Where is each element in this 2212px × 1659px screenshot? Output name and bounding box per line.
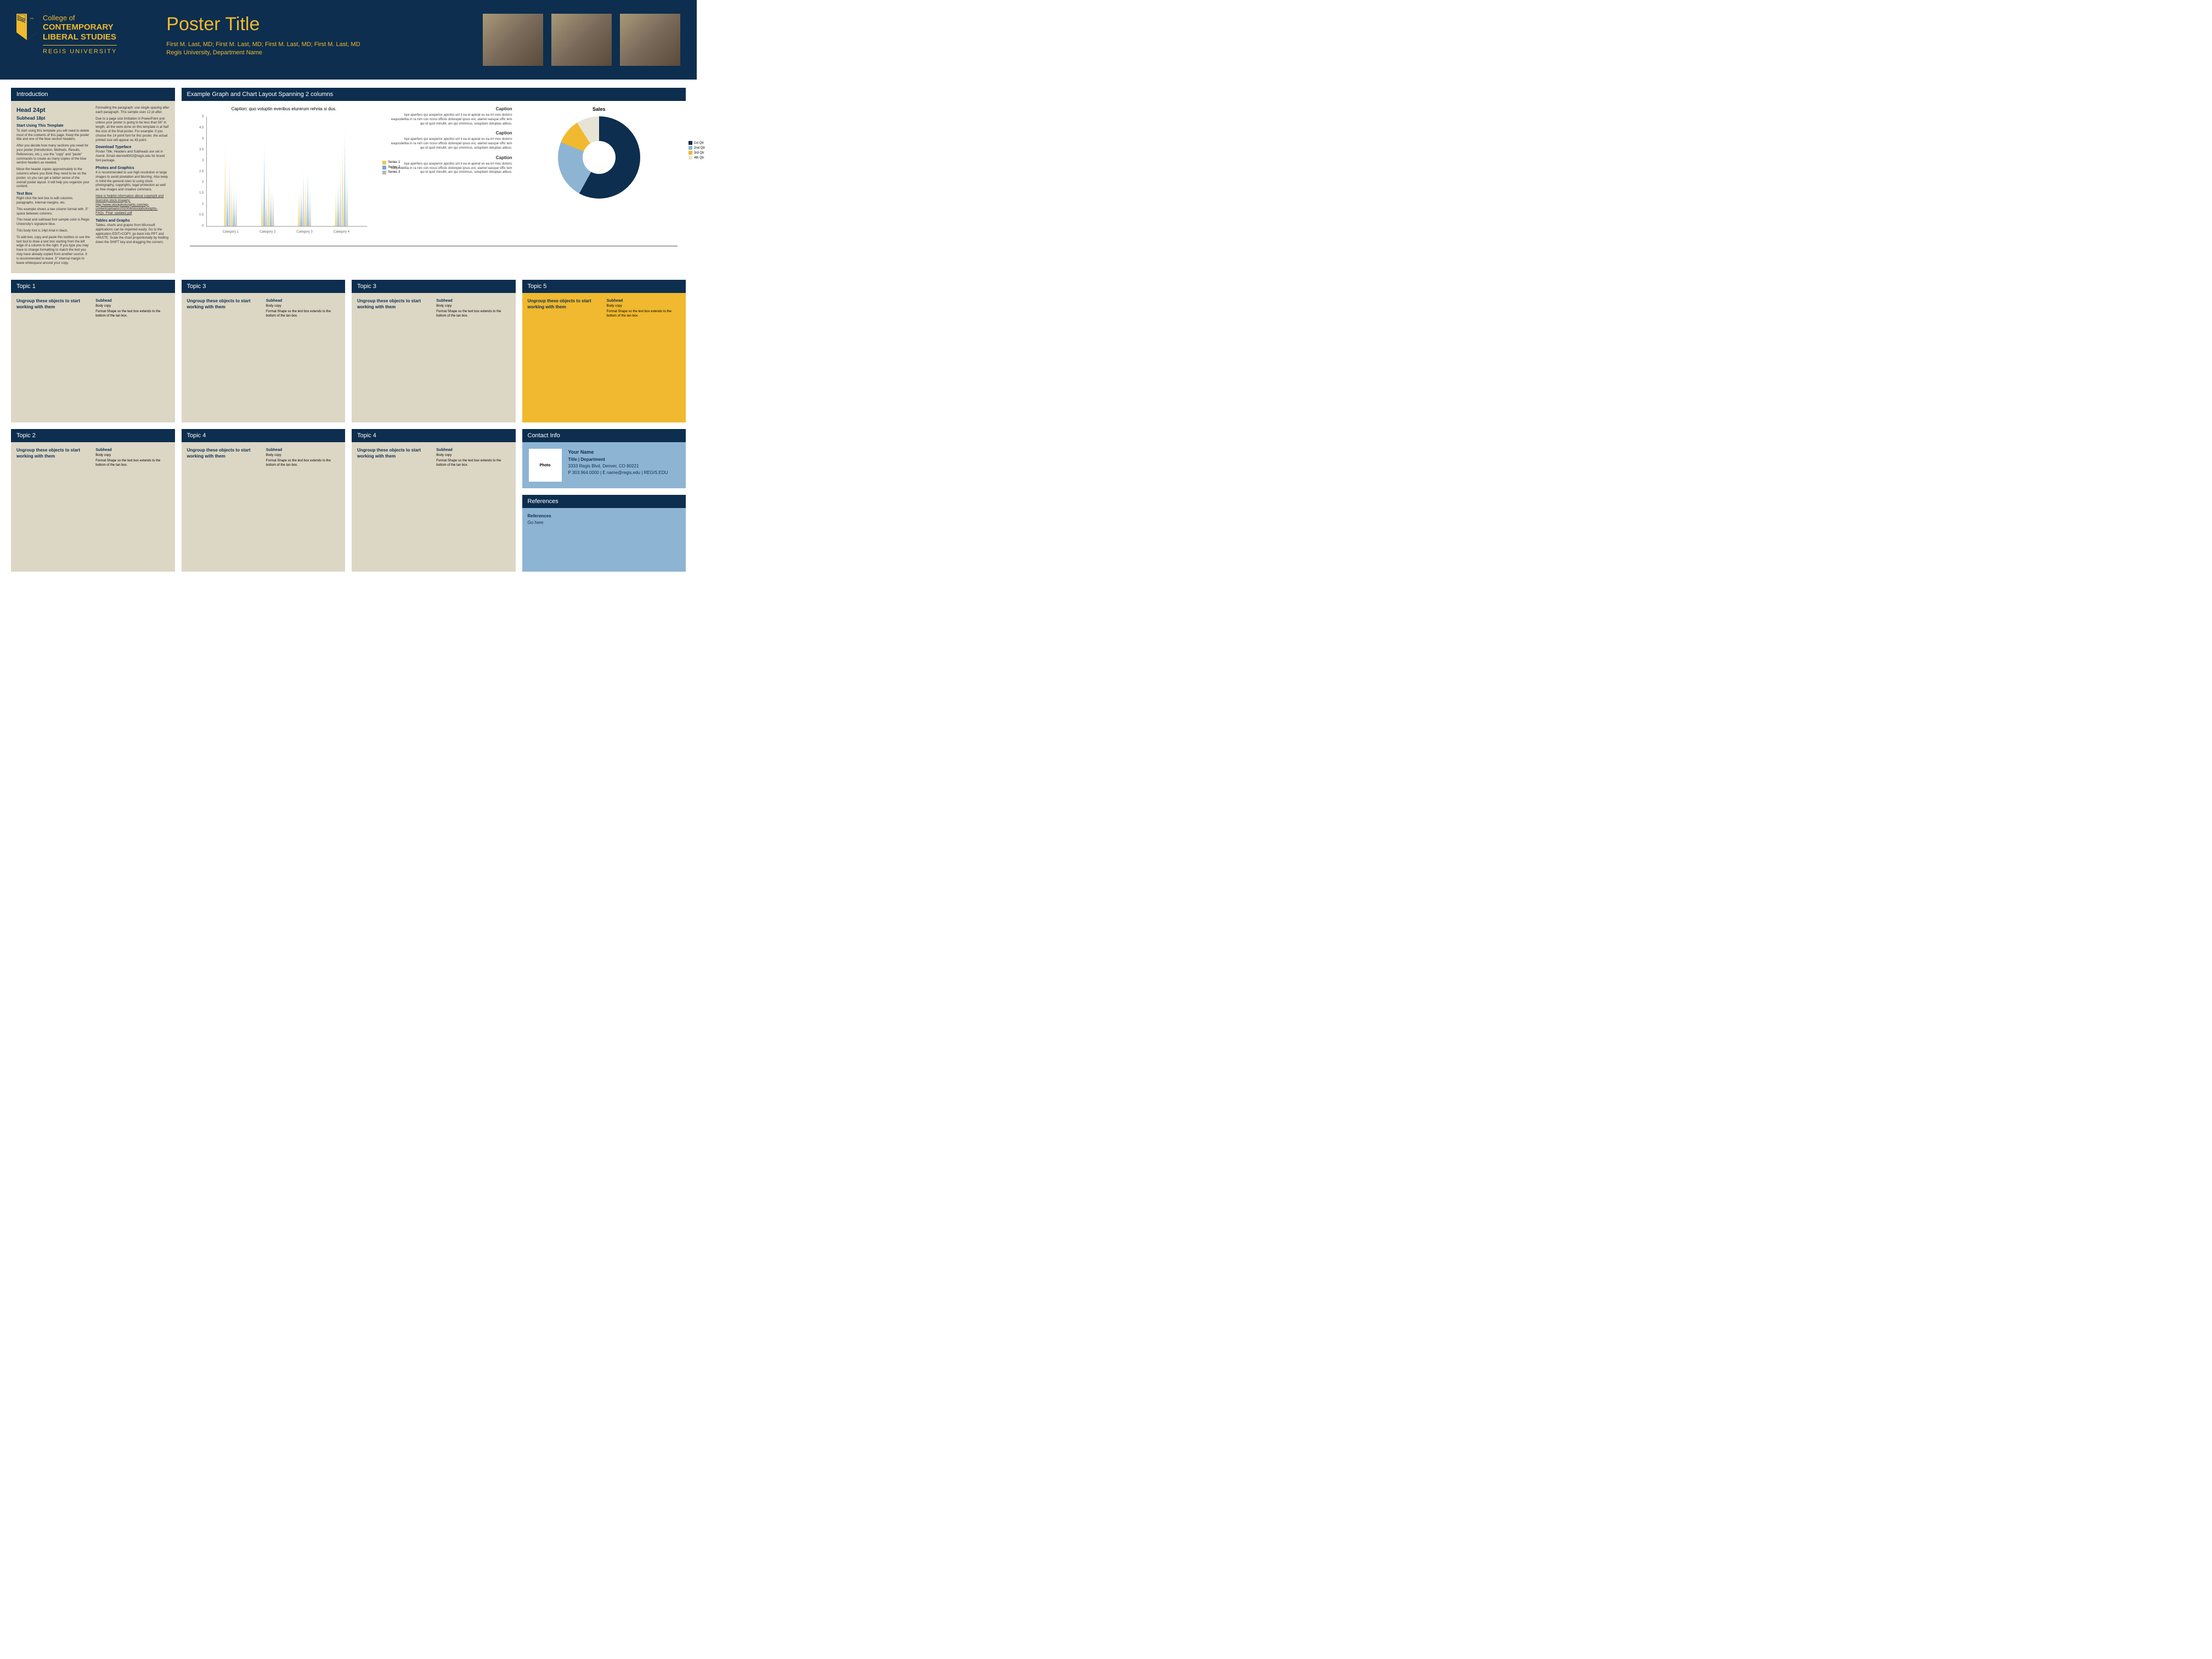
panel-title: Topic 5 [522, 280, 686, 293]
panel-references: References References Go here [522, 495, 686, 572]
poster-title: Poster Title [166, 14, 466, 35]
intro-left-col: Head 24pt Subhead 18pt Start Using This … [16, 106, 90, 268]
panel-graph: Example Graph and Chart Layout Spanning … [182, 88, 686, 273]
header-images [483, 14, 680, 66]
bar-chart: 00.511.522.533.544.55 Series 1Series 2Se… [206, 117, 368, 227]
panel-title: Topic 4 [182, 429, 346, 442]
panel-topic-1: Topic 1 Ungroup these objects to start w… [11, 280, 175, 422]
panel-title: Topic 3 [352, 280, 516, 293]
photo-placeholder: Photo [529, 449, 562, 482]
poster-header: IHS College of CONTEMPORARY LIBERAL STUD… [0, 0, 697, 80]
header-image-1 [483, 14, 543, 66]
panel-contact: Contact Info Photo Your Name Title | Dep… [522, 429, 686, 488]
panel-topic-3b: Topic 3 Ungroup these objects to start w… [352, 280, 516, 422]
panel-topic-3a: Topic 3 Ungroup these objects to start w… [182, 280, 346, 422]
panel-topic-4a: Topic 4 Ungroup these objects to start w… [182, 429, 346, 572]
panel-title: Topic 1 [11, 280, 175, 293]
panel-introduction: Introduction Head 24pt Subhead 18pt Star… [11, 88, 175, 273]
logo: IHS College of CONTEMPORARY LIBERAL STUD… [16, 14, 117, 55]
panel-title: Contact Info [522, 429, 686, 442]
panel-topic-2: Topic 2 Ungroup these objects to start w… [11, 429, 175, 572]
intro-right-col: Formatting the paragraph: use single spa… [95, 106, 169, 268]
body-grid: Introduction Head 24pt Subhead 18pt Star… [0, 80, 697, 580]
panel-title: Introduction [11, 88, 175, 101]
panel-topic-4b: Topic 4 Ungroup these objects to start w… [352, 429, 516, 572]
caption-block: CaptionIqui aperfero qui aceperior apici… [386, 106, 512, 238]
title-block: Poster Title First M. Last, MD; First M.… [133, 14, 466, 58]
logo-text: College of CONTEMPORARY LIBERAL STUDIES … [43, 14, 117, 55]
bar-chart-block: Caption: quo voluptin everibus eturerum … [190, 106, 379, 238]
pie-block: Sales 1st Qtr2nd Qtr3rd Qtr4th Qtr [521, 106, 678, 238]
donut-chart [558, 116, 640, 199]
authors: First M. Last, MD; First M. Last, MD; Fi… [166, 41, 466, 49]
panel-topic-5: Topic 5 Ungroup these objects to start w… [522, 280, 686, 422]
shield-icon: IHS [16, 14, 37, 40]
bar-legend: Series 1Series 2Series 3 [382, 161, 400, 176]
panel-title: Example Graph and Chart Layout Spanning … [182, 88, 686, 101]
header-image-3 [620, 14, 680, 66]
right-column: Contact Info Photo Your Name Title | Dep… [522, 429, 686, 572]
panel-title: Topic 2 [11, 429, 175, 442]
header-image-2 [551, 14, 612, 66]
pie-legend: 1st Qtr2nd Qtr3rd Qtr4th Qtr [689, 141, 705, 161]
panel-title: Topic 3 [182, 280, 346, 293]
panel-title: Topic 4 [352, 429, 516, 442]
svg-text:IHS: IHS [30, 17, 34, 20]
department: Regis University, Department Name [166, 49, 466, 57]
panel-title: References [522, 495, 686, 508]
